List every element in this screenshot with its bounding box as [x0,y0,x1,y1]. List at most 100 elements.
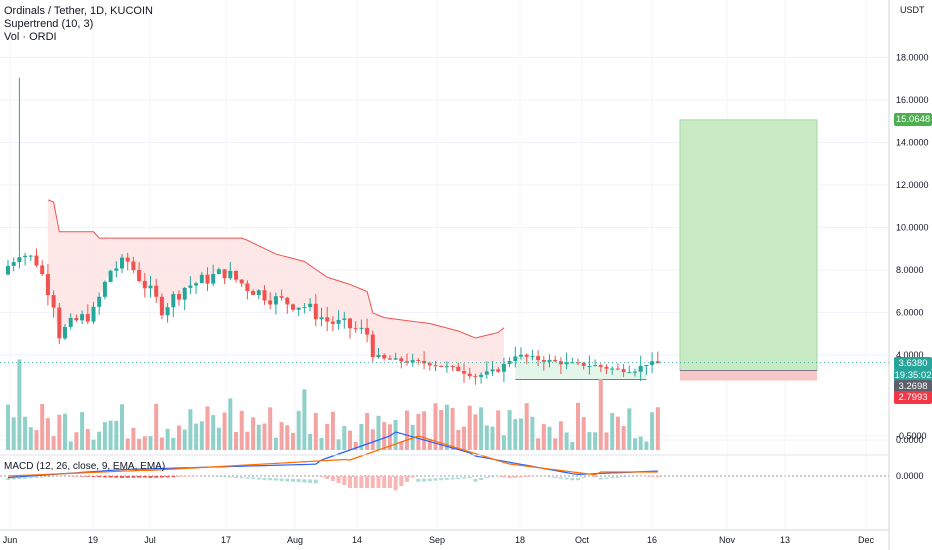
volume-bar [40,404,45,450]
volume-bar [268,407,273,450]
volume-bar [501,435,506,450]
candle-body [553,359,558,362]
candle-body [547,359,552,362]
macd-histogram-bar [108,476,113,478]
volume-bar [444,404,449,450]
candle-body [308,303,313,308]
volume-bar [479,407,484,450]
candle-body [205,274,210,284]
volume-bar [376,415,381,450]
macd-histogram-bar [228,476,233,478]
candle-body [456,366,461,372]
volume-bar [644,441,649,450]
volume-bar [399,441,404,450]
candle-body [188,285,193,288]
macd-histogram-bar [17,477,22,480]
macd-histogram-bar [547,476,552,478]
candle-body [387,358,392,360]
candle-body [519,354,523,357]
volume-bar [439,410,444,450]
macd-histogram-bar [370,476,375,488]
volume-bar [182,429,187,450]
volume-bar [416,413,421,450]
volume-bar [490,426,495,450]
volume-bar [433,403,438,450]
candle-body [216,269,221,274]
volume-bar [638,436,643,450]
macd-histogram-bar [610,477,615,479]
volume-legend[interactable]: Vol · ORDI [4,31,57,43]
supertrend-line [47,199,505,339]
long-position-tool[interactable] [679,119,818,381]
volume-bar [541,424,546,450]
macd-histogram-bar [313,479,318,484]
time-tick-label: 19 [88,535,98,545]
macd-histogram-bar [234,476,238,478]
macd-histogram-bar [553,476,558,478]
volume-bar [165,428,170,450]
volume-bar [524,403,529,450]
candle-body [399,358,404,362]
time-tick-label: Dec [858,535,875,545]
candle-body [63,326,67,339]
macd-histogram-bar [171,476,176,478]
volume-bar [319,437,324,450]
volume-bar [496,410,501,450]
macd-histogram-bar [467,477,472,479]
candle-body [68,318,73,327]
supertrend-legend[interactable]: Supertrend (10, 3) [4,18,94,30]
candle-body [490,369,495,372]
macd-histogram-bar [615,476,620,478]
volume-bar [114,420,119,450]
volume-bar [120,404,124,450]
candle-body [23,255,28,258]
candle-body [610,368,615,370]
volume-bar [45,418,50,450]
chart-title[interactable]: Ordinals / Tether, 1D, KUCOIN [4,5,153,17]
candle-body [131,261,136,271]
macd-histogram-bar [410,476,415,478]
candle-body [302,307,307,309]
candle-body [251,291,256,295]
stop-price-tag: 2.7993 [894,391,932,404]
volume-bar [553,438,558,450]
volume-bar [365,413,370,450]
macd-histogram-bar [80,476,85,477]
volume-bar [34,430,39,450]
macd-histogram-bar [131,476,136,478]
candle-body [239,279,244,284]
volume-bar [245,431,250,450]
macd-histogram-bar [513,476,518,478]
candle-body [102,281,107,297]
macd-histogram-bar [291,478,295,482]
volume-bar [467,405,472,450]
candle-body [91,306,96,322]
volume-bar [313,412,318,450]
currency-label[interactable]: USDT [900,5,925,15]
macd-legend[interactable]: MACD (12, 26, close, 9, EMA, EMA) [4,461,166,472]
macd-histogram-bar [137,476,142,478]
volume-bar [205,406,210,450]
macd-histogram-bar [336,476,341,484]
candle-body [422,360,427,364]
volume-bar [262,423,267,450]
macd-histogram-bar [330,476,335,481]
volume-bar [342,426,347,450]
volume-bar [627,408,632,450]
macd-histogram-bar [34,476,39,478]
volume-bar [216,427,221,450]
macd-histogram-bar [239,477,244,479]
volume-bar [211,415,216,450]
macd-histogram-bar [279,478,284,481]
volume-bar [51,436,56,450]
candle-body [11,262,16,266]
candle-body [507,360,512,364]
volume-bar [296,410,301,450]
volume-bar [91,439,96,450]
macd-histogram-bar [444,477,449,480]
volume-bar [473,414,478,450]
price-tick-label: 8.0000 [896,265,924,275]
